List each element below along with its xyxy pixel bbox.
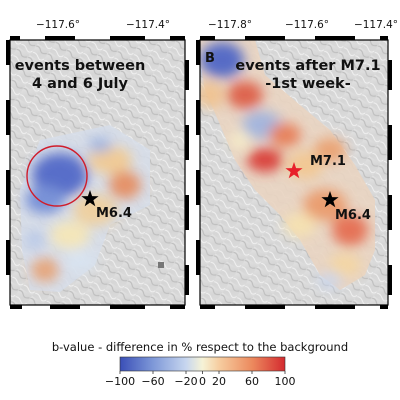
panel-a-title-line-1: events between: [15, 58, 146, 74]
panel-a-annotation-circle: [26, 145, 88, 207]
colorbar-tick-label: −20: [174, 375, 197, 388]
panel-a-m64-label: M6.4: [96, 206, 132, 221]
colorbar-tick-label: 60: [245, 375, 259, 388]
panel-b-lon-tick-1: −117.8°: [208, 19, 252, 31]
panel-a-bvalue-field: [20, 125, 150, 292]
panel-b-title-line-1: events after M7.1: [235, 58, 380, 74]
colorbar-title: b-value - difference in % respect to the…: [52, 340, 348, 354]
panel-b-frame: [196, 36, 392, 309]
colorbar-tick-label: 0: [199, 375, 206, 388]
panel-b-m64-label: M6.4: [335, 208, 371, 223]
colorbar-tick-label: 100: [275, 375, 296, 388]
colorbar-gradient: [119, 356, 286, 372]
colorbar-tick-label: −60: [141, 375, 164, 388]
panel-b-title-line-2: -1st week-: [265, 76, 350, 92]
panel-a-title-line-2: 4 and 6 July: [32, 76, 128, 92]
panel-a: −117.6° −117.4° events between 4 and 6 J…: [6, 19, 189, 309]
colorbar-tick-label: −100: [105, 375, 135, 388]
panel-b-m64-star-icon: [321, 191, 339, 208]
panel-a-lon-tick-1: −117.6°: [36, 19, 80, 31]
panel-b-lon-tick-2: −117.6°: [285, 19, 329, 31]
panel-a-lake-mark: [158, 262, 164, 268]
colorbar: b-value - difference in % respect to the…: [52, 340, 348, 388]
panel-b: −117.8° −117.6° −117.4° B events after M…: [196, 19, 398, 309]
panel-a-lon-tick-2: −117.4°: [126, 19, 170, 31]
colorbar-tick-label: 20: [212, 375, 226, 388]
panel-a-m64-star-icon: [81, 190, 99, 207]
colorbar-ticks: −100 −60 −20 0 20 60 100: [105, 371, 296, 388]
panel-b-bvalue-field: [200, 40, 375, 290]
panel-a-frame: [6, 36, 189, 309]
panel-b-lon-tick-3: −117.4°: [354, 19, 398, 31]
panel-b-m71-label: M7.1: [310, 154, 346, 169]
panel-b-letter: B: [205, 51, 215, 66]
panel-b-m71-star-icon: [285, 162, 303, 179]
